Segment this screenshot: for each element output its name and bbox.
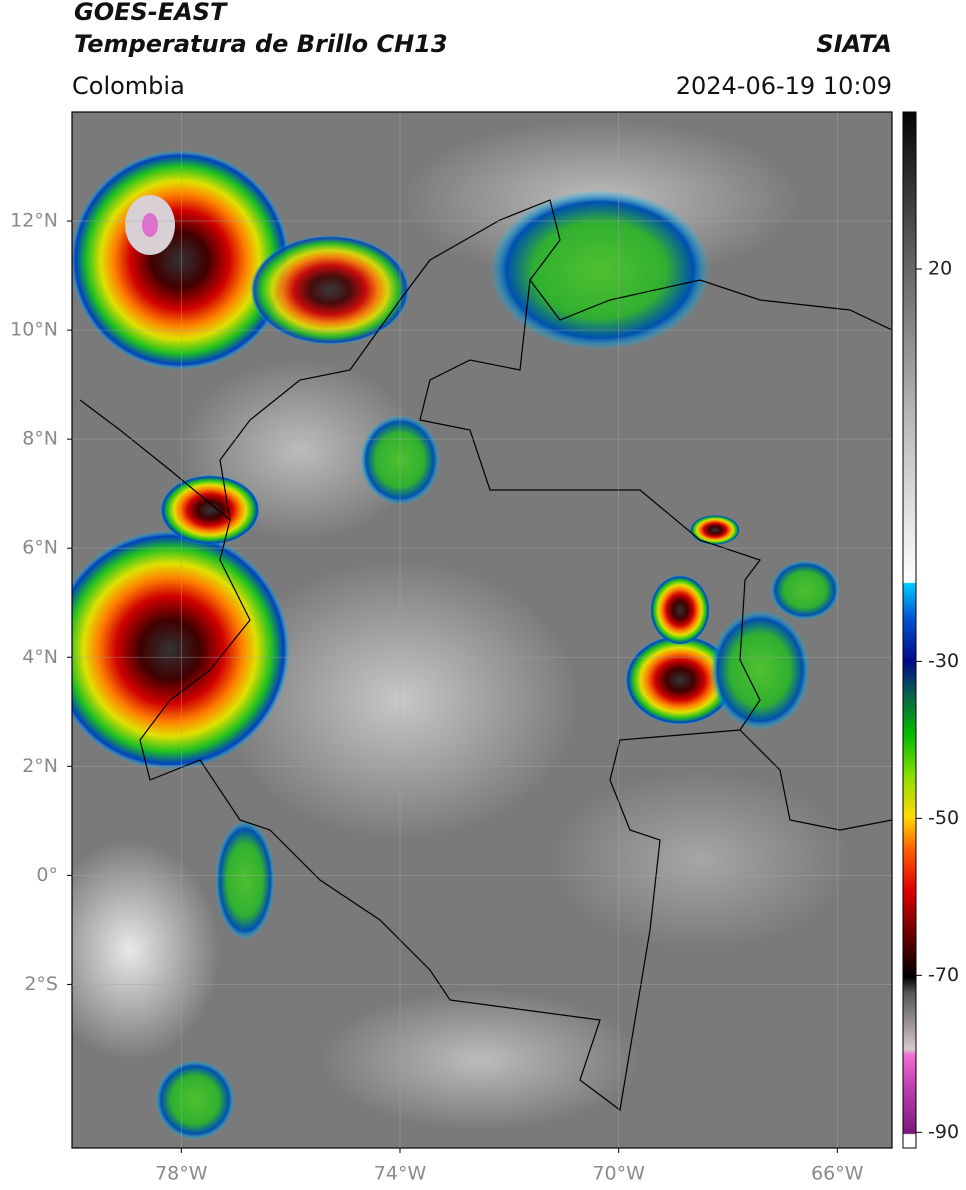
borders (79, 199, 892, 1112)
source: SIATA (816, 30, 892, 58)
y-tick-label: 0° (36, 864, 58, 886)
y-tick-label: 10°N (10, 319, 58, 341)
satellite-image (72, 112, 892, 1148)
subtitle: Temperatura de Brillo CH13 (74, 30, 448, 58)
colorbar-tick-label: 20 (928, 257, 952, 279)
datetime: 2024-06-19 10:09 (676, 72, 892, 100)
colorbar-tick-label: -30 (928, 650, 959, 672)
y-tick-label: 8°N (22, 428, 58, 450)
x-tick-label: 74°W (374, 1163, 427, 1185)
colorbar-tick-label: -70 (928, 964, 959, 986)
y-tick-label: 6°N (22, 537, 58, 559)
x-tick-label: 66°W (811, 1163, 864, 1185)
title: GOES-EAST (74, 0, 228, 26)
y-tick-label: 4°N (22, 646, 58, 668)
map-frame (71, 111, 893, 1149)
y-tick-label: 2°S (24, 973, 58, 995)
y-tick-label: 12°N (10, 210, 58, 232)
region: Colombia (72, 72, 185, 100)
y-tick-label: 2°N (22, 755, 58, 777)
colorbar (902, 111, 917, 1149)
colorbar-tick-label: -90 (928, 1121, 959, 1143)
x-tick-label: 70°W (592, 1163, 645, 1185)
x-tick-label: 78°W (155, 1163, 208, 1185)
colorbar-tick-label: -50 (928, 807, 959, 829)
